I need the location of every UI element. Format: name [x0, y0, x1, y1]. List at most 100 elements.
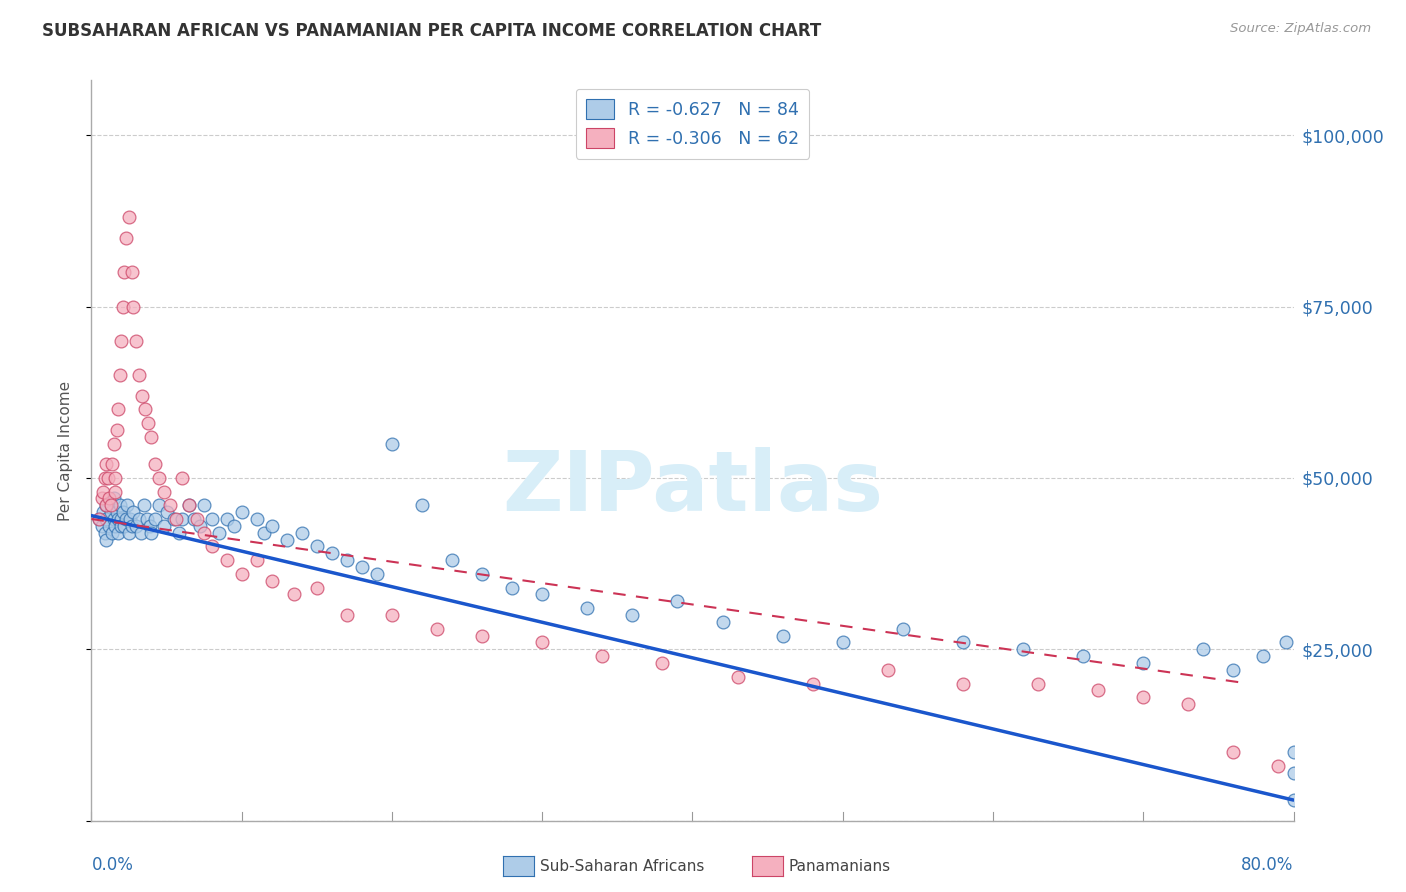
Point [100, 498, 122, 512]
Point [891, 622, 914, 636]
Point [183, 512, 205, 526]
Point [90, 519, 112, 533]
Point [110, 334, 132, 348]
Point [105, 505, 128, 519]
Point [576, 601, 599, 615]
Point [336, 607, 359, 622]
Point [103, 512, 125, 526]
Point [94, 525, 117, 540]
Point [952, 676, 974, 690]
Point [125, 519, 148, 533]
Point [121, 519, 143, 533]
Point [711, 615, 734, 629]
Point [246, 512, 269, 526]
Point [96, 498, 118, 512]
Point [1132, 690, 1154, 705]
Point [170, 471, 193, 485]
Text: Panamanians: Panamanians [789, 859, 891, 873]
Point [366, 566, 388, 581]
Legend: R = -0.627   N = 84, R = -0.306   N = 62: R = -0.627 N = 84, R = -0.306 N = 62 [575, 89, 810, 159]
Text: Source: ZipAtlas.com: Source: ZipAtlas.com [1230, 22, 1371, 36]
Point [1012, 642, 1035, 657]
Point [131, 389, 153, 403]
Point [260, 519, 283, 533]
Point [291, 525, 314, 540]
Point [110, 512, 132, 526]
Point [129, 525, 152, 540]
Point [321, 546, 343, 560]
Point [115, 231, 138, 245]
Point [104, 519, 127, 533]
Point [152, 519, 174, 533]
Point [231, 505, 253, 519]
Text: 0.0%: 0.0% [91, 856, 134, 874]
Point [103, 491, 125, 506]
Point [100, 505, 122, 519]
Point [193, 498, 215, 512]
Point [440, 553, 463, 567]
Point [651, 656, 673, 670]
Point [772, 629, 794, 643]
Point [350, 560, 373, 574]
Point [128, 368, 150, 382]
Point [101, 525, 124, 540]
Point [201, 540, 224, 554]
Point [93, 505, 115, 519]
Point [114, 519, 136, 533]
Point [141, 430, 163, 444]
Point [138, 416, 160, 430]
Point [108, 498, 131, 512]
Point [143, 512, 166, 526]
Point [201, 512, 224, 526]
Point [831, 635, 853, 649]
Point [591, 649, 613, 664]
Point [1282, 765, 1305, 780]
Point [1282, 745, 1305, 759]
Point [104, 484, 127, 499]
Point [1267, 759, 1289, 773]
Point [193, 525, 215, 540]
Point [471, 566, 494, 581]
Point [159, 498, 181, 512]
Point [283, 587, 305, 601]
Point [125, 334, 148, 348]
Point [128, 512, 150, 526]
Point [411, 498, 433, 512]
Point [121, 265, 143, 279]
Point [139, 519, 162, 533]
Point [1222, 663, 1244, 677]
Point [167, 525, 190, 540]
Point [96, 512, 118, 526]
Point [107, 402, 129, 417]
Point [186, 512, 208, 526]
Point [136, 512, 159, 526]
Text: ZIPatlas: ZIPatlas [502, 447, 883, 528]
Point [110, 519, 132, 533]
Point [107, 525, 129, 540]
Point [1026, 676, 1049, 690]
Point [501, 581, 523, 595]
Point [93, 484, 115, 499]
Point [114, 265, 136, 279]
Point [215, 553, 238, 567]
Point [152, 484, 174, 499]
Point [103, 436, 125, 450]
Point [177, 498, 200, 512]
Point [177, 498, 200, 512]
Point [1253, 649, 1275, 664]
Point [94, 471, 117, 485]
Point [132, 498, 155, 512]
Point [215, 512, 238, 526]
Point [188, 519, 211, 533]
Point [118, 525, 141, 540]
Point [108, 368, 131, 382]
Point [118, 211, 141, 225]
Point [141, 525, 163, 540]
Point [120, 512, 142, 526]
Point [952, 635, 974, 649]
Point [224, 519, 246, 533]
Point [1282, 793, 1305, 807]
Point [170, 512, 193, 526]
Point [163, 512, 186, 526]
Point [87, 512, 110, 526]
